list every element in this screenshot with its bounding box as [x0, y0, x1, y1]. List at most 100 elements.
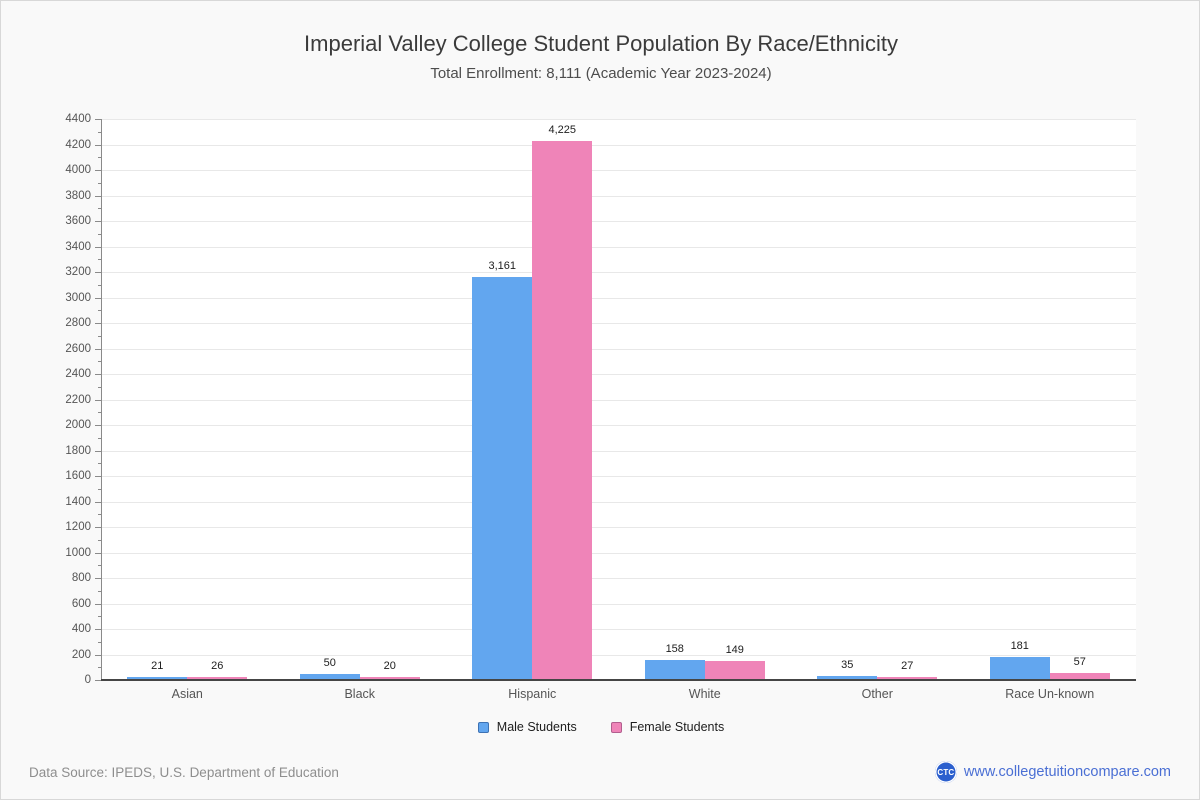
ctc-logo-icon: CTC — [934, 761, 957, 783]
bar-value-label: 57 — [1073, 656, 1086, 668]
gridline — [101, 476, 1136, 477]
y-tick-label: 1400 — [65, 495, 91, 508]
y-tick-major — [95, 501, 101, 503]
y-tick-minor — [98, 437, 101, 439]
plot-area: 21 26 50 20 3,161 4,225 158 149 35 27 181 57 — [101, 119, 1136, 680]
bar-female-asian — [187, 677, 248, 680]
y-tick-major — [95, 399, 101, 401]
y-tick-major — [95, 552, 101, 554]
y-tick-minor — [98, 463, 101, 465]
y-tick-minor — [98, 233, 101, 235]
bar-value-label: 181 — [1010, 640, 1029, 652]
y-tick-minor — [98, 386, 101, 388]
bar-value-label: 149 — [725, 644, 744, 656]
x-category-label: Asian — [171, 687, 203, 701]
gridline — [101, 399, 1136, 401]
x-category-label: Hispanic — [508, 687, 557, 701]
gridline — [101, 195, 1136, 197]
y-tick-minor — [98, 208, 101, 210]
gridline — [101, 654, 1136, 656]
y-tick-major — [95, 297, 101, 299]
y-tick-minor — [98, 539, 101, 541]
y-tick-minor — [98, 157, 101, 159]
y-tick-major — [95, 654, 101, 656]
bar-value-label: 158 — [665, 643, 684, 655]
legend-item[interactable]: Female Students — [610, 720, 725, 734]
y-tick-major — [95, 374, 101, 375]
y-tick-label: 1600 — [65, 470, 91, 482]
y-tick-minor — [98, 514, 101, 516]
y-tick-label: 800 — [71, 572, 91, 584]
gridline — [101, 170, 1136, 171]
gridline — [101, 450, 1136, 452]
bar-female-hispanic — [532, 141, 593, 680]
y-tick-label: 3400 — [65, 240, 91, 253]
y-tick-minor — [98, 565, 101, 567]
legend-label: Male Students — [496, 720, 577, 734]
y-tick-label: 200 — [71, 648, 91, 661]
y-tick-label: 4200 — [65, 138, 91, 151]
chart-title: Imperial Valley College Student Populati… — [304, 31, 898, 56]
bar-female-white — [704, 661, 765, 680]
y-tick-minor — [98, 259, 101, 261]
y-tick-major — [95, 603, 101, 605]
y-tick-minor — [98, 131, 101, 133]
y-tick-label: 1200 — [65, 521, 91, 533]
gridline — [101, 578, 1136, 579]
legend: Male Students Female Students — [1, 720, 1200, 734]
gridline — [101, 272, 1136, 273]
x-category-label: Race Un-known — [1005, 687, 1095, 701]
y-tick-major — [95, 578, 101, 579]
y-tick-major — [95, 348, 101, 350]
y-tick-major — [95, 221, 101, 222]
bar-male-other — [817, 676, 878, 680]
y-tick-label: 4000 — [65, 164, 91, 176]
y-tick-label: 2400 — [65, 368, 91, 380]
bar-male-black — [299, 674, 360, 680]
y-tick-label: 3600 — [65, 215, 91, 227]
y-tick-minor — [98, 284, 101, 286]
bar-value-label: 27 — [901, 660, 914, 672]
y-tick-label: 3800 — [65, 189, 91, 202]
bar-female-black — [359, 677, 420, 680]
y-tick-major — [95, 629, 101, 630]
y-tick-minor — [98, 641, 101, 643]
gridline — [101, 297, 1136, 299]
legend-marker-icon — [477, 721, 489, 733]
legend-label: Female Students — [629, 720, 725, 734]
y-tick-major — [95, 195, 101, 197]
gridline — [101, 629, 1136, 630]
y-tick-minor — [98, 488, 101, 490]
y-tick-label: 2000 — [65, 419, 91, 431]
y-tick-minor — [98, 310, 101, 312]
bar-male-asian — [127, 677, 188, 680]
y-tick-label: 2800 — [65, 317, 91, 329]
gridline — [101, 246, 1136, 248]
chart-subtitle: Total Enrollment: 8,111 (Academic Year 2… — [430, 65, 772, 82]
gridline — [101, 348, 1136, 350]
y-tick-label: 2600 — [65, 342, 91, 355]
y-tick-major — [95, 246, 101, 248]
legend-marker-icon — [610, 721, 622, 733]
y-tick-major — [95, 272, 101, 273]
legend-item[interactable]: Male Students — [477, 720, 577, 734]
y-tick-label: 400 — [71, 623, 91, 635]
website-url[interactable]: www.collegetuitioncompare.com — [963, 764, 1171, 780]
gridline — [101, 221, 1136, 222]
bar-male-white — [644, 660, 705, 680]
website-link[interactable]: CTC www.collegetuitioncompare.com — [934, 761, 1171, 783]
bar-value-label: 21 — [151, 660, 164, 672]
y-tick-major — [95, 476, 101, 477]
gridline — [101, 552, 1136, 554]
y-tick-label: 0 — [84, 674, 91, 686]
bar-value-label: 3,161 — [488, 260, 517, 272]
bar-value-label: 50 — [323, 657, 336, 669]
y-tick-major — [95, 119, 101, 120]
x-axis-line — [101, 679, 1136, 681]
bar-value-label: 4,225 — [548, 124, 577, 136]
y-tick-major — [95, 680, 101, 681]
gridline — [101, 144, 1136, 146]
y-tick-minor — [98, 182, 101, 184]
bar-value-label: 26 — [211, 660, 224, 672]
y-tick-major — [95, 323, 101, 324]
